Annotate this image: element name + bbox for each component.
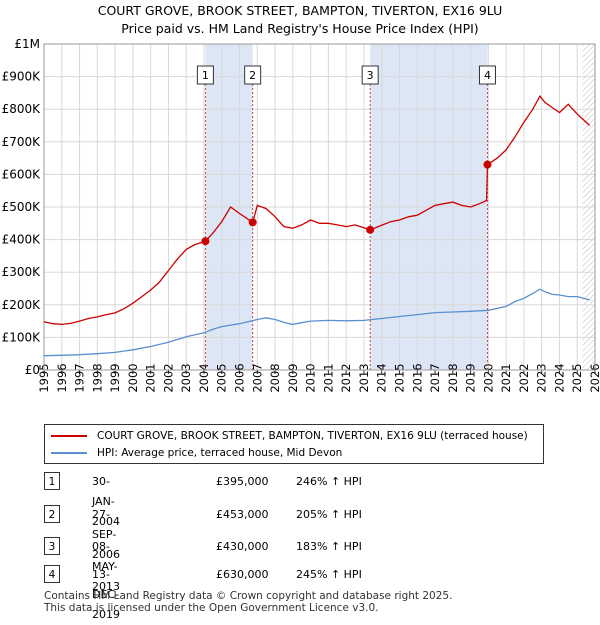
x-tick-label: 2024 <box>552 363 566 392</box>
x-tick-label: 1998 <box>90 363 104 392</box>
x-tick-label: 2000 <box>126 363 140 392</box>
x-tick-label: 2017 <box>428 363 442 392</box>
sale-point-3 <box>366 225 375 234</box>
x-tick-label: 2011 <box>321 363 335 392</box>
x-tick-label: 2014 <box>375 363 389 392</box>
sale-hpi-change: 245% ↑ HPI <box>296 568 362 581</box>
y-tick-label: £1M <box>14 37 40 51</box>
x-tick-label: 1997 <box>73 363 87 392</box>
x-tick-label: 2010 <box>304 363 318 392</box>
y-tick-label: £800K <box>2 102 42 116</box>
x-tick-label: 2006 <box>233 363 247 392</box>
sale-marker-label-4: 4 <box>484 69 491 82</box>
x-tick-label: 1996 <box>55 363 69 392</box>
sale-price: £430,000 <box>216 540 269 553</box>
x-tick-label: 2004 <box>197 363 211 392</box>
y-tick-label: £100K <box>2 330 42 344</box>
sale-date: 30-JAN-2004 <box>92 475 120 528</box>
footer-licence: This data is licensed under the Open Gov… <box>44 602 379 614</box>
legend-label-hpi: HPI: Average price, terraced house, Mid … <box>97 447 343 459</box>
legend: COURT GROVE, BROOK STREET, BAMPTON, TIVE… <box>44 424 544 464</box>
x-tick-label: 1995 <box>37 363 51 392</box>
x-tick-label: 1999 <box>108 363 122 392</box>
x-tick-label: 2002 <box>161 363 175 392</box>
x-tick-label: 2013 <box>357 363 371 392</box>
sale-point-4 <box>483 160 492 169</box>
legend-swatch-property <box>51 435 87 437</box>
x-tick-label: 2020 <box>481 363 495 392</box>
y-tick-label: £200K <box>2 298 42 312</box>
sale-date: 27-SEP-2006 <box>92 508 120 561</box>
plot-area <box>43 43 596 371</box>
sale-marker-label-1: 1 <box>202 69 209 82</box>
sale-number: 1 <box>44 472 60 490</box>
y-tick-label: £0 <box>25 363 40 377</box>
y-tick-label: £400K <box>2 233 42 247</box>
hpi-line <box>43 288 590 357</box>
x-tick-label: 2018 <box>446 363 460 392</box>
y-tick-label: £900K <box>2 70 42 84</box>
x-tick-label: 2021 <box>499 363 513 392</box>
sale-hpi-change: 183% ↑ HPI <box>296 540 362 553</box>
x-tick-label: 2009 <box>286 363 300 392</box>
legend-swatch-hpi <box>51 452 87 454</box>
sale-marker-box-1 <box>196 65 214 85</box>
sale-marker-box-2 <box>244 65 262 85</box>
sale-hpi-change: 205% ↑ HPI <box>296 508 362 521</box>
x-tick-label: 2016 <box>410 363 424 392</box>
sale-price: £395,000 <box>216 475 269 488</box>
footer-copyright: Contains HM Land Registry data © Crown c… <box>44 590 453 602</box>
legend-item-hpi: HPI: Average price, terraced house, Mid … <box>51 444 342 462</box>
x-tick-label: 2007 <box>250 363 264 392</box>
sale-date: 13-DEC-2019 <box>92 568 120 621</box>
sale-date: 08-MAY-2013 <box>92 540 120 593</box>
chart-title: COURT GROVE, BROOK STREET, BAMPTON, TIVE… <box>97 3 503 18</box>
sale-point-1 <box>201 237 210 246</box>
legend-label-property: COURT GROVE, BROOK STREET, BAMPTON, TIVE… <box>97 430 528 442</box>
sale-marker-label-2: 2 <box>249 69 256 82</box>
sale-price: £630,000 <box>216 568 269 581</box>
y-tick-label: £500K <box>2 200 42 214</box>
chart-subtitle: Price paid vs. HM Land Registry's House … <box>121 21 479 36</box>
x-tick-label: 2019 <box>464 363 478 392</box>
x-tick-label: 2022 <box>517 363 531 392</box>
x-tick-label: 2005 <box>215 363 229 392</box>
y-tick-label: £300K <box>2 265 42 279</box>
x-tick-label: 2026 <box>588 363 600 392</box>
price-chart: £0 £100K £200K £300K £400K £500K £600K £700K £80… <box>2 37 600 393</box>
y-tick-label: £600K <box>2 167 42 181</box>
sale-number: 3 <box>44 537 60 555</box>
legend-item-property: COURT GROVE, BROOK STREET, BAMPTON, TIVE… <box>51 427 528 445</box>
sale-hpi-change: 246% ↑ HPI <box>296 475 362 488</box>
sale-number: 4 <box>44 565 60 583</box>
sale-marker-label-3: 3 <box>367 69 374 82</box>
sale-number: 2 <box>44 505 60 523</box>
property-price-line <box>43 95 591 326</box>
x-tick-label: 2023 <box>535 363 549 392</box>
x-tick-label: 2025 <box>570 363 584 392</box>
sale-marker-box-4 <box>478 65 496 85</box>
y-tick-label: £700K <box>2 135 42 149</box>
x-tick-label: 2015 <box>392 363 406 392</box>
x-tick-label: 2008 <box>268 363 282 392</box>
x-tick-label: 2003 <box>179 363 193 392</box>
x-tick-label: 2001 <box>144 363 158 392</box>
sale-marker-box-3 <box>361 65 379 85</box>
sale-price: £453,000 <box>216 508 269 521</box>
sale-point-2 <box>248 218 257 227</box>
x-tick-label: 2012 <box>339 363 353 392</box>
